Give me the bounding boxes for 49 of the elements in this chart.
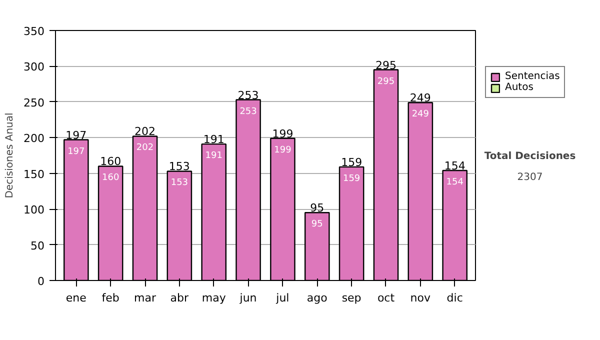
- y-tick-label: 200: [24, 132, 45, 146]
- data-label: 295: [377, 76, 395, 87]
- x-tick-label: oct: [377, 292, 396, 304]
- x-tick-label: feb: [102, 292, 120, 304]
- text: 2307: [517, 172, 543, 183]
- total-label: 199: [272, 127, 294, 140]
- data-label: 160: [102, 173, 120, 184]
- data-label: 249: [412, 110, 430, 120]
- x-tick-label: sep: [342, 292, 362, 304]
- total-label: 159: [341, 156, 362, 169]
- total-label: 197: [66, 128, 87, 142]
- x-tick-label: jul: [275, 292, 290, 304]
- y-axis-title: Decisiones Anual: [4, 112, 16, 198]
- x-tick-label: may: [202, 292, 226, 304]
- data-label: 202: [136, 143, 154, 154]
- y-tick-label: 100: [24, 204, 45, 217]
- data-label: 197: [68, 146, 85, 157]
- total-label: 202: [134, 125, 156, 138]
- y-tick-label: 50: [30, 239, 45, 252]
- legend-label: Sentencias: [505, 71, 560, 82]
- data-label: 253: [240, 106, 257, 117]
- total-label: 95: [310, 202, 324, 215]
- x-tick-label: jun: [238, 292, 257, 304]
- x-tick-label: ago: [306, 292, 328, 304]
- data-label: 153: [170, 178, 188, 188]
- data-label: 95: [311, 220, 323, 230]
- y-tick-label: 0: [38, 275, 44, 288]
- data-label: 199: [274, 145, 292, 156]
- y-tick-label: 150: [24, 168, 45, 181]
- data-label: 191: [205, 151, 222, 162]
- data-label: 159: [342, 174, 360, 184]
- text: Total Decisiones: [484, 151, 576, 162]
- total-label: 253: [238, 88, 259, 102]
- total-label: 160: [100, 155, 122, 168]
- y-tick-label: 300: [24, 60, 45, 74]
- x-tick-label: nov: [410, 292, 432, 304]
- data-label: 154: [446, 178, 464, 188]
- x-tick-label: abr: [170, 292, 190, 304]
- total-label: 153: [168, 160, 190, 174]
- y-tick-label: 250: [24, 96, 45, 110]
- x-tick-label: ene: [66, 292, 87, 304]
- y-tick-label: 350: [24, 25, 45, 38]
- x-tick-label: mar: [134, 292, 156, 304]
- total-label: 295: [375, 58, 396, 72]
- legend-label: Autos: [505, 82, 534, 93]
- total-label: 191: [203, 133, 224, 146]
- total-label: 249: [410, 92, 431, 105]
- total-label: 154: [444, 160, 466, 172]
- x-tick-label: dic: [446, 292, 463, 304]
